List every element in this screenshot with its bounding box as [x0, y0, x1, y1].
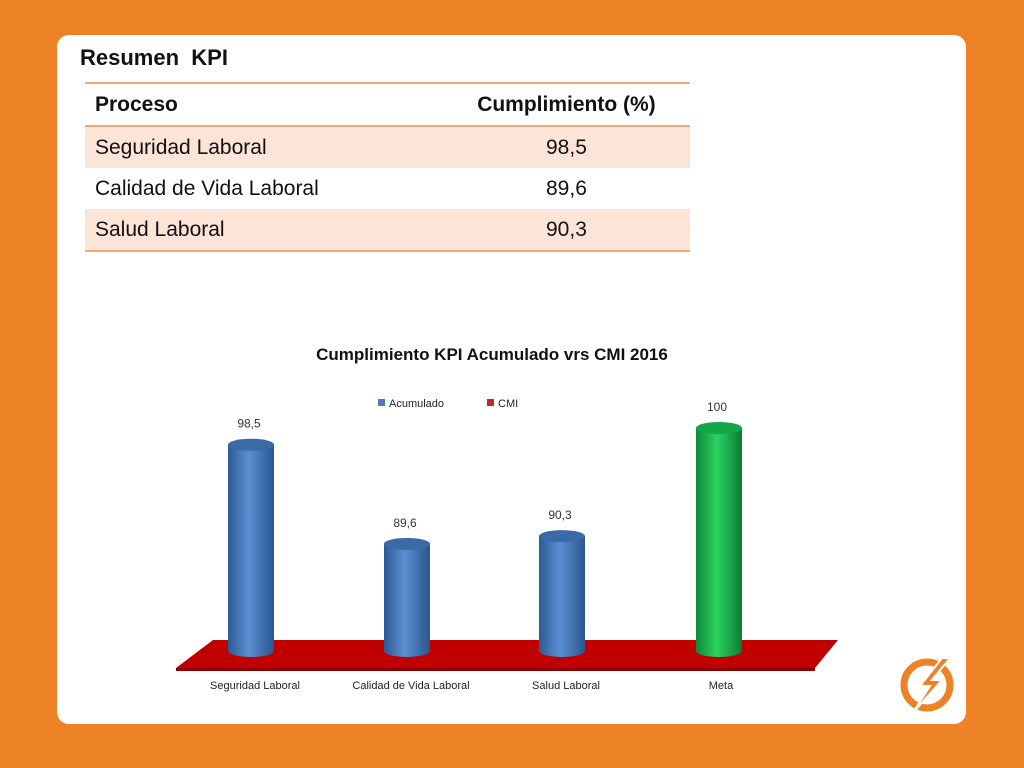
x-tick-label: Meta: [709, 680, 734, 692]
chart-legend: Acumulado CMI: [378, 398, 518, 410]
legend-swatch-cmi: [487, 399, 494, 406]
cell-proceso: Calidad de Vida Laboral: [95, 176, 319, 200]
legend-label-acumulado: Acumulado: [389, 398, 444, 410]
data-label: 89,6: [393, 516, 417, 530]
data-label: 98,5: [237, 417, 261, 431]
column-header-cumplimiento: Cumplimiento (%): [372, 82, 690, 127]
bar-acumulado: [539, 536, 585, 657]
x-tick-label: Seguridad Laboral: [210, 680, 300, 692]
x-tick-label: Calidad de Vida Laboral: [352, 680, 469, 692]
table-header-row: Proceso Cumplimiento (%): [85, 82, 690, 127]
data-label: 90,3: [548, 508, 572, 522]
cell-cumplimiento: 89,6: [546, 176, 587, 200]
kpi-summary-table: Proceso Cumplimiento (%) Seguridad Labor…: [85, 82, 690, 252]
data-label: 100: [707, 400, 727, 414]
cell-proceso: Salud Laboral: [85, 209, 373, 252]
chart-floor: [176, 640, 838, 668]
bar-acumulado-top: [228, 438, 274, 451]
bar-acumulado-top: [539, 530, 585, 543]
chart-bars: 98,5 89,6 90,3 100: [228, 400, 742, 657]
bar-acumulado-top: [384, 537, 430, 550]
cell-proceso: Seguridad Laboral: [85, 126, 373, 168]
lightning-circle-icon: [900, 657, 954, 715]
bar-acumulado: [228, 444, 274, 657]
x-tick-label: Salud Laboral: [532, 680, 600, 692]
cell-cumplimiento: 98,5: [372, 126, 690, 168]
table-row: Calidad de Vida Laboral 89,6: [85, 168, 690, 209]
column-header-proceso: Proceso: [85, 82, 373, 127]
chart-title: Cumplimiento KPI Acumulado vrs CMI 2016: [316, 345, 668, 364]
table-row: Seguridad Laboral 98,5: [85, 126, 690, 168]
bar-meta: [696, 428, 742, 657]
legend-label-cmi: CMI: [498, 398, 518, 410]
cell-cumplimiento: 90,3: [372, 209, 690, 252]
legend-swatch-acumulado: [378, 399, 385, 406]
table-row: Salud Laboral 90,3: [85, 209, 690, 252]
chart-floor-edge: [176, 668, 815, 671]
page-title: Resumen KPI: [80, 45, 228, 70]
bar-meta-top: [696, 422, 742, 434]
bar-acumulado: [384, 543, 430, 657]
